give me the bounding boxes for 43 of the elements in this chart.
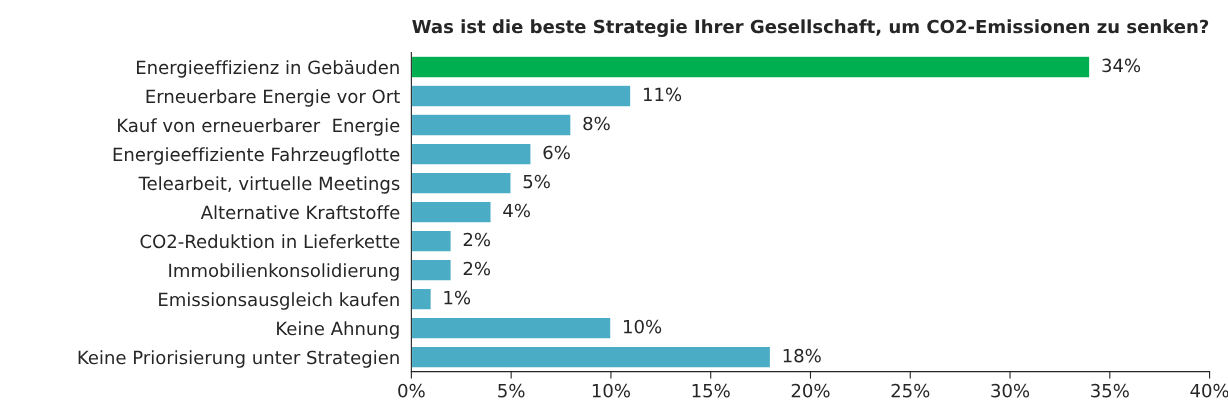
- bar: [411, 113, 572, 137]
- y-tick-label: Energieeffiziente Fahrzeugflotte: [113, 147, 400, 165]
- data-label: 4%: [503, 203, 530, 218]
- x-tick-label: 30%: [991, 383, 1030, 398]
- bar: [411, 200, 492, 224]
- data-label: 2%: [463, 261, 491, 276]
- x-tick-label: 40%: [1190, 383, 1228, 398]
- y-tick-label: Keine Priorisierung unter Strategien: [78, 350, 399, 368]
- bar: [411, 229, 452, 253]
- data-label: 11%: [643, 87, 682, 102]
- data-label: 8%: [583, 116, 610, 131]
- y-tick-label: Kauf von erneuerbarer Energie: [118, 118, 400, 136]
- data-label: 6%: [543, 145, 570, 160]
- data-label: 1%: [444, 290, 471, 305]
- y-tick-label: Emissionsausgleich kaufen: [159, 292, 399, 310]
- data-label: 34%: [1102, 58, 1141, 73]
- bar: [411, 345, 772, 369]
- bar: [411, 171, 512, 195]
- chart-title: Was ist die beste Strategie Ihrer Gesellschaft, um CO2-Emissionen zu senken?: [412, 19, 1209, 37]
- x-tick-label: 5%: [498, 383, 525, 398]
- y-tick-label: Keine Ahnung: [277, 321, 399, 339]
- x-tick-label: 20%: [791, 383, 830, 398]
- y-tick-label: CO2-Reduktion in Lieferkette: [140, 234, 400, 249]
- data-label: 2%: [463, 232, 491, 247]
- y-tick-label: Energieeffizienz in Gebäuden: [137, 60, 399, 78]
- bar: [411, 84, 632, 108]
- y-tick-label: Immobilienkonsolidierung: [169, 263, 399, 281]
- x-tick-label: 0%: [398, 383, 425, 398]
- bar: [411, 55, 1091, 79]
- y-tick-label: Erneuerbare Energie vor Ort: [146, 89, 400, 107]
- data-label: 10%: [624, 319, 662, 334]
- data-label: 18%: [783, 348, 821, 363]
- x-tick-label: 10%: [592, 383, 630, 398]
- y-tick-label: Alternative Kraftstoffe: [200, 205, 400, 220]
- bar: [411, 142, 532, 166]
- y-tick-label: Telearbeit, virtuelle Meetings: [138, 176, 400, 194]
- bar: [411, 287, 433, 311]
- bar: [411, 258, 452, 282]
- data-label: 5%: [523, 174, 550, 189]
- x-tick-label: 15%: [692, 383, 730, 398]
- x-tick-label: 35%: [1091, 383, 1129, 398]
- x-tick-label: 25%: [891, 383, 930, 398]
- bar: [411, 316, 612, 340]
